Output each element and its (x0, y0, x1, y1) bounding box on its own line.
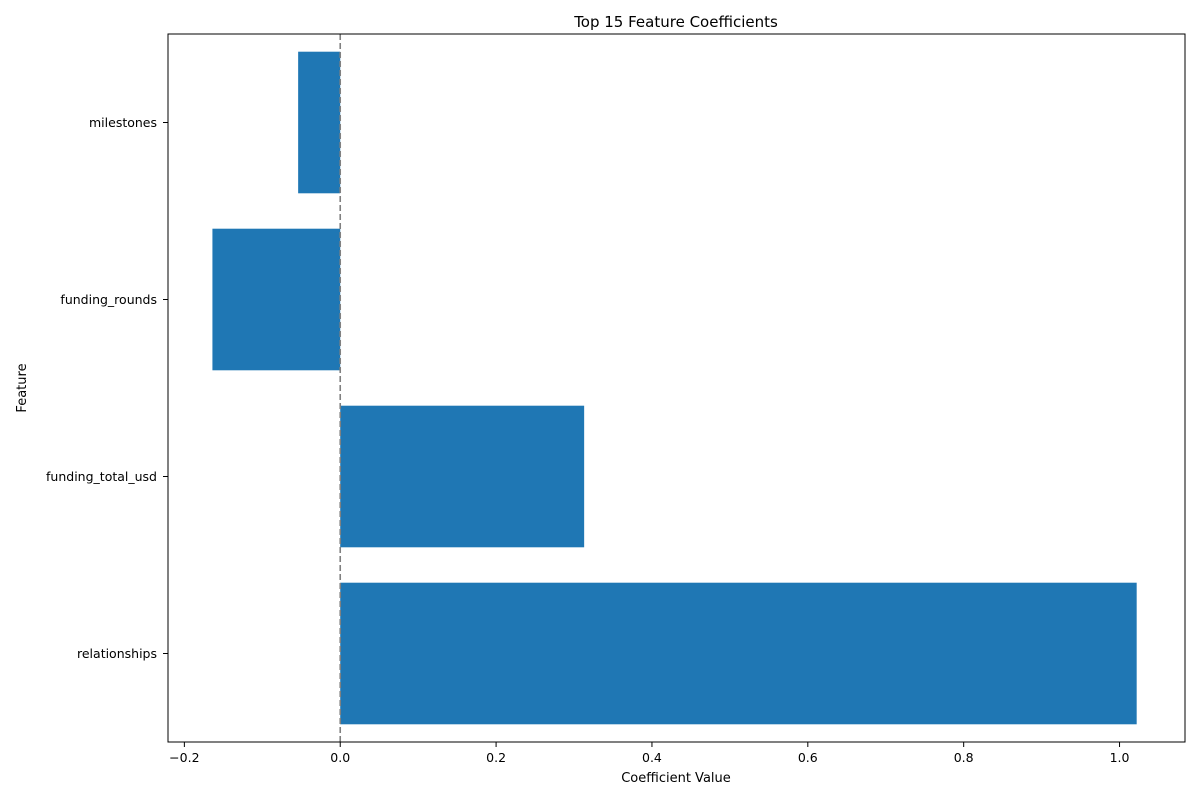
y-tick-label: relationships (77, 646, 157, 661)
y-axis-ticks: milestones funding_rounds funding_total_us… (46, 115, 168, 661)
bar-relationships (340, 582, 1137, 725)
bar-funding-rounds (212, 228, 341, 371)
x-tick-label: 0.0 (330, 750, 350, 765)
x-axis-label: Coefficient Value (621, 771, 731, 786)
x-tick-label: −0.2 (169, 750, 199, 765)
x-tick-label: 1.0 (1110, 750, 1130, 765)
plot-frame (167, 33, 1186, 743)
bar-funding-total-usd (340, 405, 585, 548)
x-tick-label: 0.8 (954, 750, 974, 765)
x-axis-ticks: −0.2 0.0 0.2 0.4 0.6 0.8 1.0 (169, 742, 1130, 765)
y-tick-label: milestones (89, 115, 157, 130)
y-tick-label: funding_rounds (60, 292, 157, 307)
bar-milestones (298, 51, 341, 194)
bars-group (212, 51, 1137, 725)
x-tick-label: 0.6 (798, 750, 818, 765)
x-tick-label: 0.4 (642, 750, 662, 765)
y-tick-label: funding_total_usd (46, 469, 157, 484)
y-axis-label: Feature (15, 363, 30, 412)
x-tick-label: 0.2 (486, 750, 506, 765)
chart-title: Top 15 Feature Coefficients (573, 13, 778, 31)
